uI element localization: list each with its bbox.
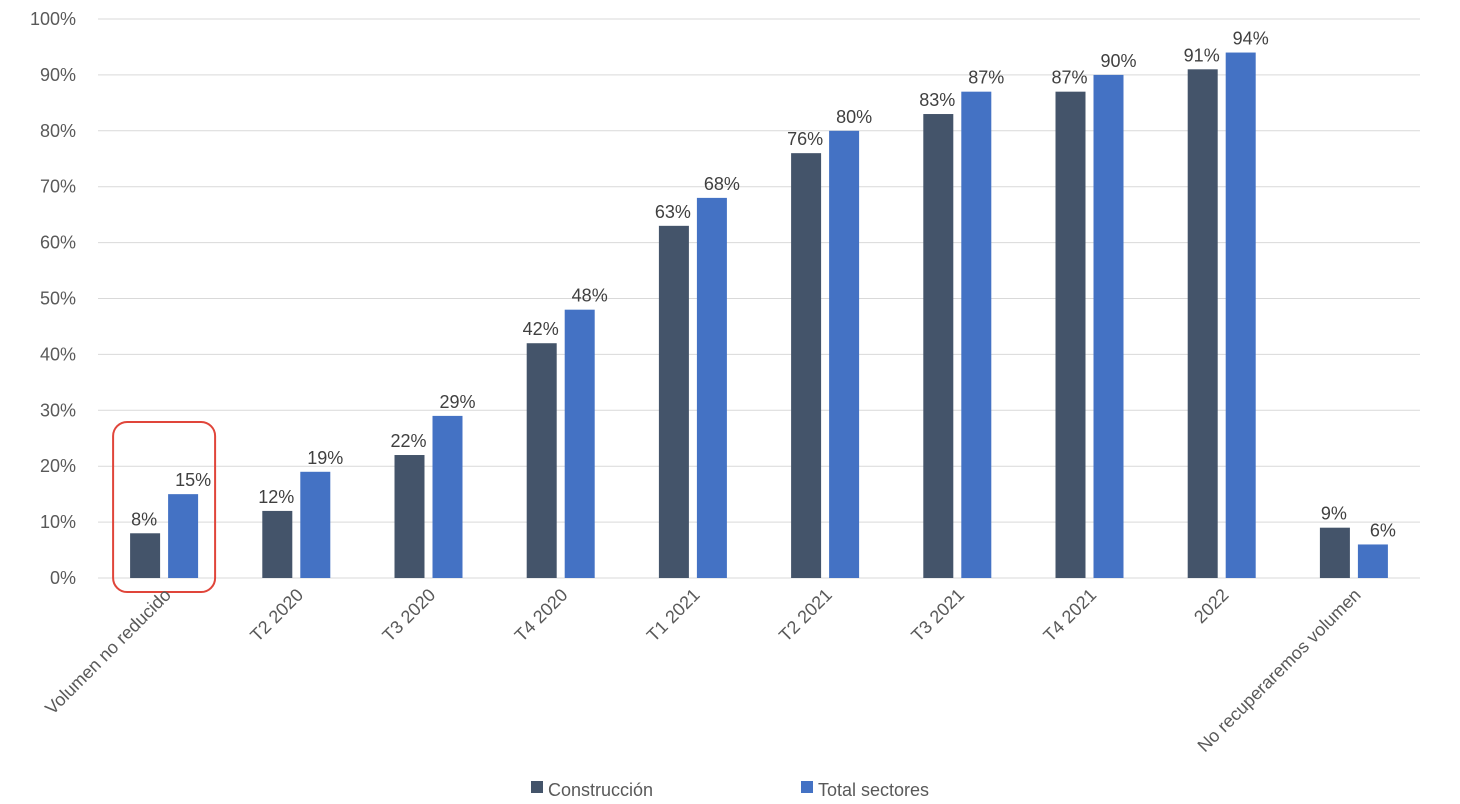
data-label-construccion-t3-2020: 22% bbox=[390, 431, 426, 451]
data-label-total-sectores-volumen-no-reducido: 15% bbox=[175, 470, 211, 490]
legend-swatch-construccion bbox=[531, 781, 543, 793]
data-label-total-sectores-t3-2021: 87% bbox=[968, 68, 1004, 88]
bar-construccion-no-recuperaremos-volumen bbox=[1319, 527, 1350, 578]
bar-total-sectores-2022 bbox=[1225, 52, 1256, 579]
x-category-label-t4-2020: T4 2020 bbox=[511, 585, 572, 646]
y-tick-label: 70% bbox=[40, 177, 76, 197]
bar-total-sectores-t2-2020 bbox=[300, 471, 331, 578]
highlight-box bbox=[112, 421, 217, 593]
x-category-label-volumen-no-reducido: Volumen no reducido bbox=[41, 585, 175, 719]
data-label-total-sectores-t1-2021: 68% bbox=[704, 174, 740, 194]
highlight-box-group bbox=[112, 421, 217, 593]
y-tick-label: 0% bbox=[50, 568, 76, 588]
y-tick-label: 60% bbox=[40, 233, 76, 253]
x-category-label-t4-2021: T4 2021 bbox=[1039, 585, 1100, 646]
data-label-total-sectores-no-recuperaremos-volumen: 6% bbox=[1370, 520, 1396, 540]
data-label-total-sectores-2022: 94% bbox=[1233, 29, 1269, 49]
data-label-total-sectores-t4-2020: 48% bbox=[572, 286, 608, 306]
legend-label-total-sectores: Total sectores bbox=[818, 780, 929, 800]
bar-construccion-2022 bbox=[1187, 69, 1218, 578]
legend: Construcción Total sectores bbox=[531, 780, 929, 800]
data-label-construccion-t4-2021: 87% bbox=[1051, 68, 1087, 88]
y-tick-label: 10% bbox=[40, 512, 76, 532]
data-label-construccion-t2-2021: 76% bbox=[787, 129, 823, 149]
bar-total-sectores-t2-2021 bbox=[829, 130, 860, 579]
y-axis-tick-labels: 0% 10% 20% 30% 40% 50% 60% 70% 80% 90% 100% bbox=[30, 9, 76, 588]
x-category-label-t2-2021: T2 2021 bbox=[775, 585, 836, 646]
y-tick-label: 80% bbox=[40, 121, 76, 141]
x-axis-category-labels: Volumen no reducido T2 2020 T3 2020 T4 2020… bbox=[41, 585, 1365, 756]
data-label-construccion-t2-2020: 12% bbox=[258, 487, 294, 507]
data-labels: 8% 15% 12% 19% 22% 29% 42% 48% 63% 68% 76% 80% 83% 87… bbox=[131, 29, 1396, 541]
data-label-construccion-t1-2021: 63% bbox=[655, 202, 691, 222]
y-tick-label: 90% bbox=[40, 65, 76, 85]
x-category-label-t2-2020: T2 2020 bbox=[246, 585, 307, 646]
bar-total-sectores-t4-2020 bbox=[564, 309, 595, 578]
legend-label-construccion: Construcción bbox=[548, 780, 653, 800]
bar-total-sectores-t3-2021 bbox=[961, 91, 992, 579]
bar-construccion-t3-2020 bbox=[394, 455, 425, 578]
data-label-construccion-no-recuperaremos-volumen: 9% bbox=[1321, 504, 1347, 524]
data-label-total-sectores-t2-2020: 19% bbox=[307, 448, 343, 468]
data-label-construccion-volumen-no-reducido: 8% bbox=[131, 509, 157, 529]
bars bbox=[130, 52, 1388, 579]
bar-total-sectores-volumen-no-reducido bbox=[168, 494, 199, 578]
bar-total-sectores-t4-2021 bbox=[1093, 74, 1124, 579]
data-label-total-sectores-t3-2020: 29% bbox=[439, 392, 475, 412]
x-category-label-2022: 2022 bbox=[1190, 585, 1232, 627]
data-label-total-sectores-t2-2021: 80% bbox=[836, 107, 872, 127]
y-tick-label: 100% bbox=[30, 9, 76, 29]
legend-swatch-total-sectores bbox=[801, 781, 813, 793]
data-label-construccion-t4-2020: 42% bbox=[523, 319, 559, 339]
data-label-total-sectores-t4-2021: 90% bbox=[1100, 51, 1136, 71]
bar-construccion-t2-2020 bbox=[262, 510, 293, 578]
gridlines bbox=[98, 18, 1420, 579]
bar-construccion-t4-2020 bbox=[526, 343, 557, 578]
y-tick-label: 50% bbox=[40, 289, 76, 309]
bar-total-sectores-t1-2021 bbox=[696, 197, 727, 578]
x-category-label-t3-2020: T3 2020 bbox=[378, 585, 439, 646]
data-label-construccion-2022: 91% bbox=[1184, 45, 1220, 65]
y-tick-label: 40% bbox=[40, 344, 76, 364]
bar-construccion-t3-2021 bbox=[923, 114, 954, 578]
bar-total-sectores-t3-2020 bbox=[432, 415, 463, 578]
bar-construccion-t2-2021 bbox=[791, 153, 822, 578]
x-category-label-t1-2021: T1 2021 bbox=[643, 585, 704, 646]
data-label-construccion-t3-2021: 83% bbox=[919, 90, 955, 110]
bar-total-sectores-no-recuperaremos-volumen bbox=[1357, 544, 1388, 578]
x-category-label-t3-2021: T3 2021 bbox=[907, 585, 968, 646]
bar-construccion-t1-2021 bbox=[658, 225, 689, 578]
y-tick-label: 20% bbox=[40, 456, 76, 476]
y-tick-label: 30% bbox=[40, 400, 76, 420]
bar-construccion-volumen-no-reducido bbox=[130, 533, 161, 578]
bar-construccion-t4-2021 bbox=[1055, 91, 1086, 579]
